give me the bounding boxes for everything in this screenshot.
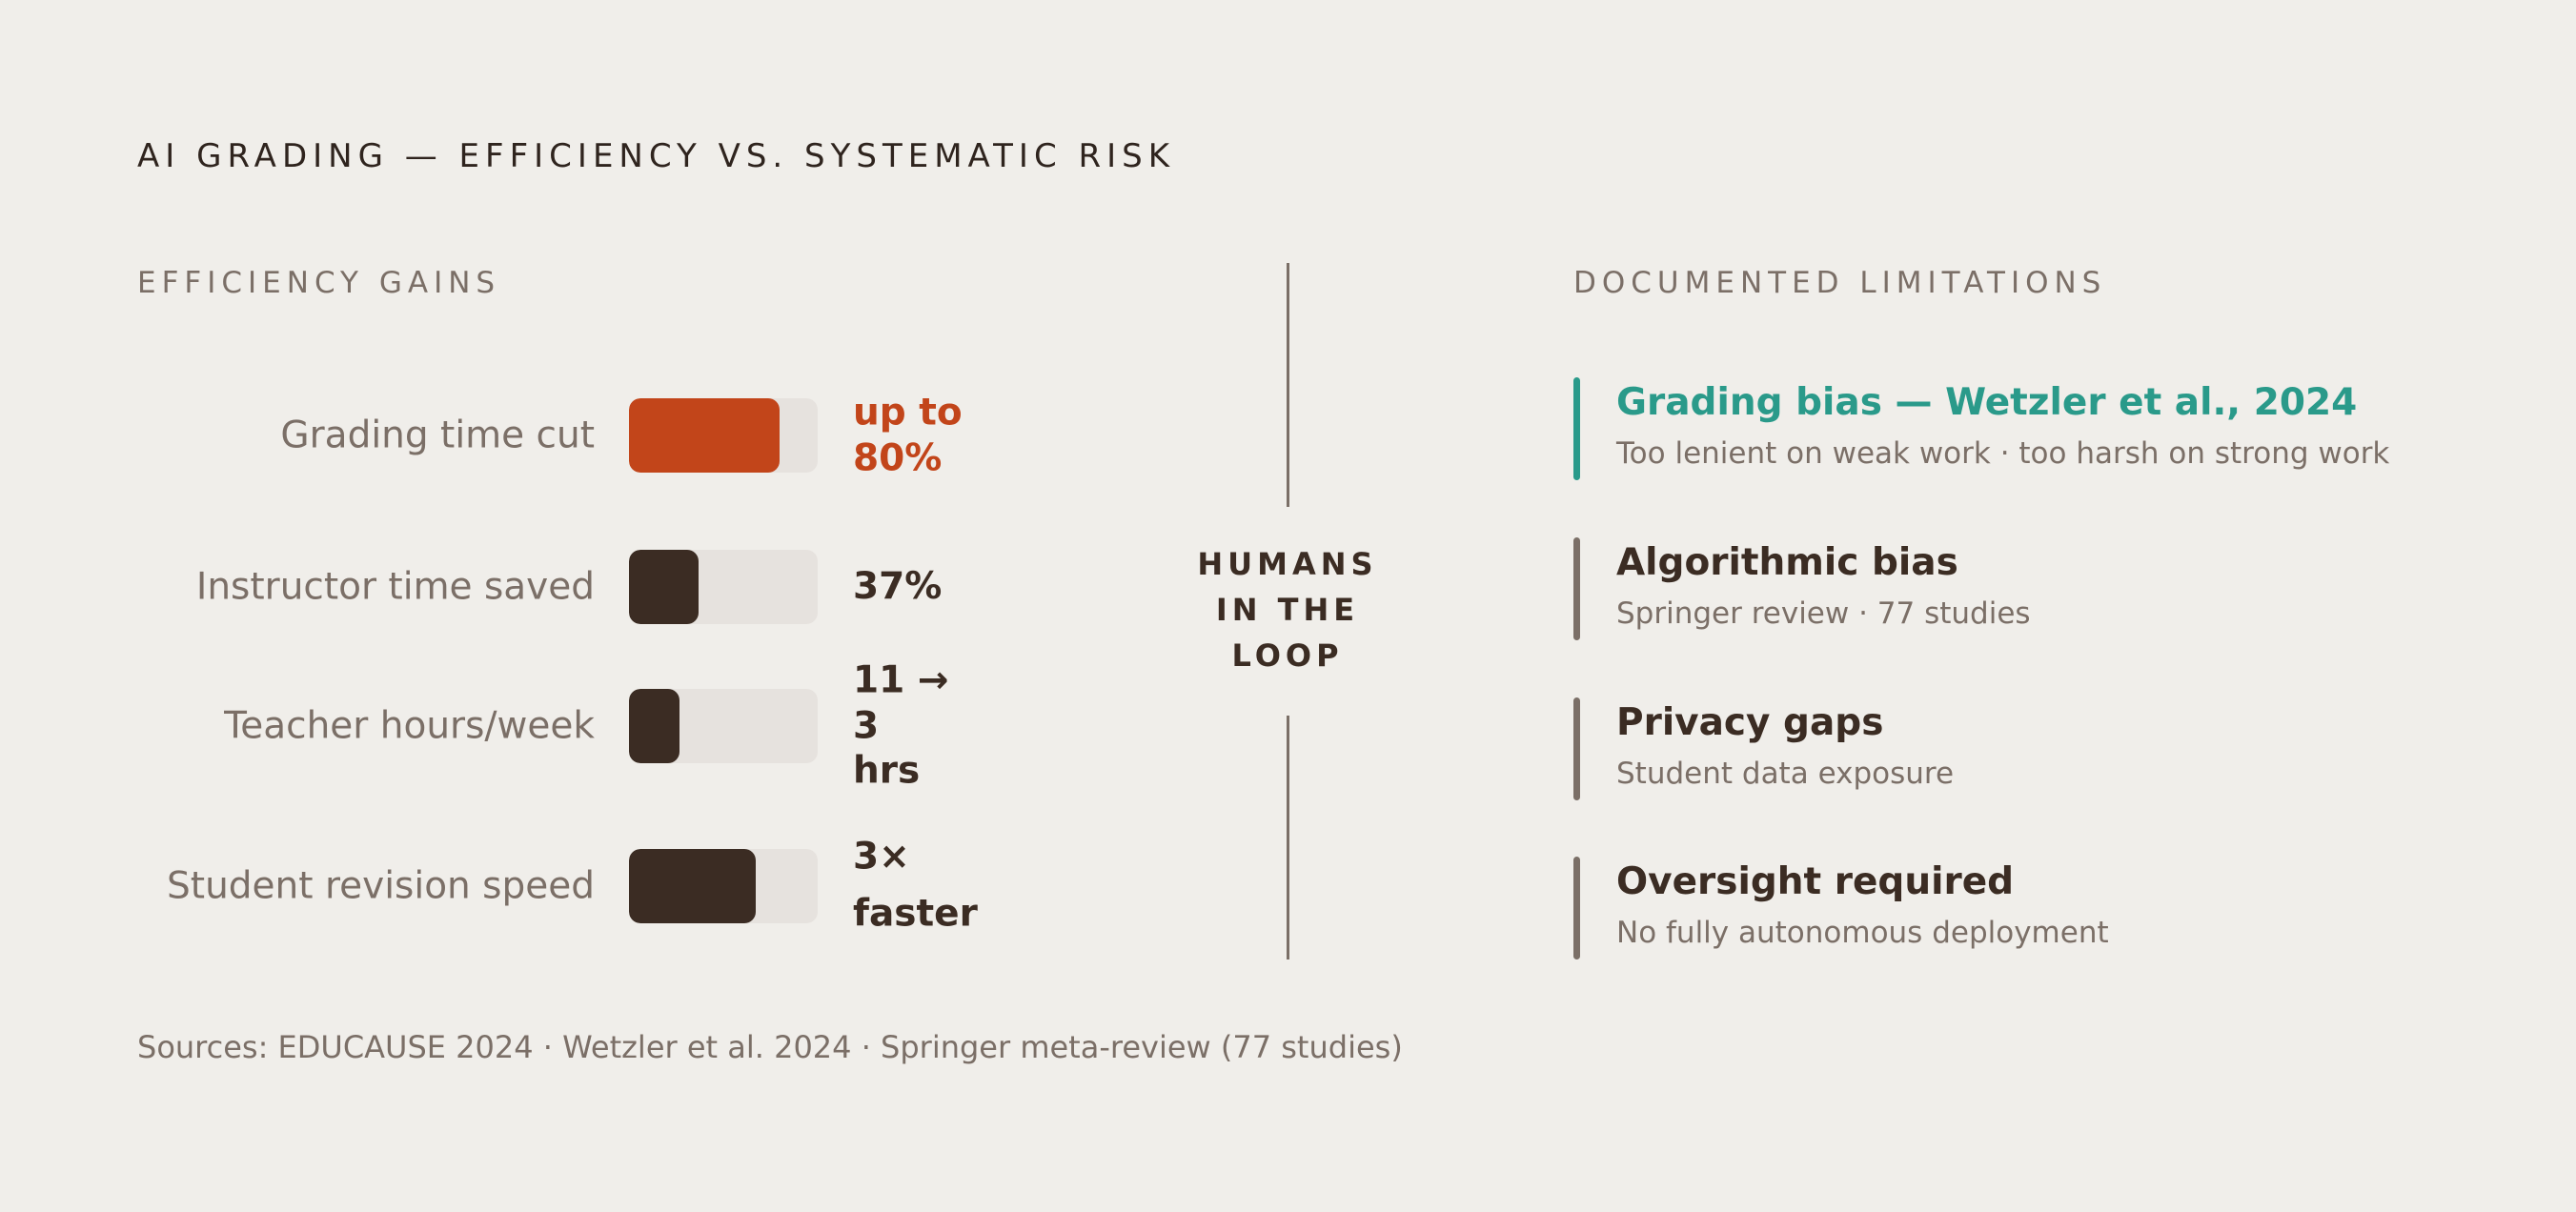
page-title: AI GRADING — EFFICIENCY VS. SYSTEMATIC R… — [137, 137, 1176, 175]
limitation-accent-bar — [1573, 857, 1580, 960]
row-value: 11 → 3 hrs — [853, 658, 949, 793]
limitation-subtitle: Springer review · 77 studies — [1616, 596, 2031, 631]
divider-label-line: HUMANS — [1197, 546, 1378, 582]
progress-fill — [629, 550, 700, 624]
sources-footnote: Sources: EDUCAUSE 2024 · Wetzler et al. … — [137, 1029, 1403, 1065]
limitation-subtitle: Too lenient on weak work · too harsh on … — [1616, 436, 2390, 471]
row-label: Grading time cut — [280, 414, 595, 457]
progress-fill — [629, 398, 781, 473]
row-value: 3× faster — [853, 835, 978, 936]
efficiency-heading: EFFICIENCY GAINS — [137, 266, 501, 300]
progress-fill — [629, 689, 680, 763]
row-label: Instructor time saved — [195, 565, 595, 609]
row-label: Student revision speed — [167, 864, 595, 908]
row-value: 37% — [853, 565, 943, 609]
row-label: Teacher hours/week — [224, 704, 595, 748]
limitation-subtitle: No fully autonomous deployment — [1616, 916, 2109, 950]
progress-fill — [629, 849, 756, 923]
limitation-accent-bar — [1573, 697, 1580, 800]
divider-label-line: IN THE — [1215, 592, 1360, 628]
limitation-subtitle: Student data exposure — [1616, 757, 1955, 791]
progress-track — [629, 398, 818, 473]
limitation-title: Privacy gaps — [1616, 701, 1884, 744]
limitation-title: Oversight required — [1616, 860, 2015, 903]
row-value: up to 80% — [853, 391, 963, 479]
divider-line-top — [1287, 263, 1289, 507]
humans-in-the-loop-label: HUMANS IN THE LOOP — [1182, 541, 1393, 678]
progress-track — [629, 849, 818, 923]
limitation-title: Algorithmic bias — [1616, 541, 1958, 584]
divider-label-line: LOOP — [1231, 637, 1344, 674]
limitation-accent-bar — [1573, 537, 1580, 640]
progress-track — [629, 689, 818, 763]
divider-line-bottom — [1287, 716, 1289, 960]
limitations-heading: DOCUMENTED LIMITATIONS — [1573, 266, 2107, 300]
limitation-title: Grading bias — Wetzler et al., 2024 — [1616, 381, 2358, 424]
progress-track — [629, 550, 818, 624]
limitation-accent-bar — [1573, 377, 1580, 480]
